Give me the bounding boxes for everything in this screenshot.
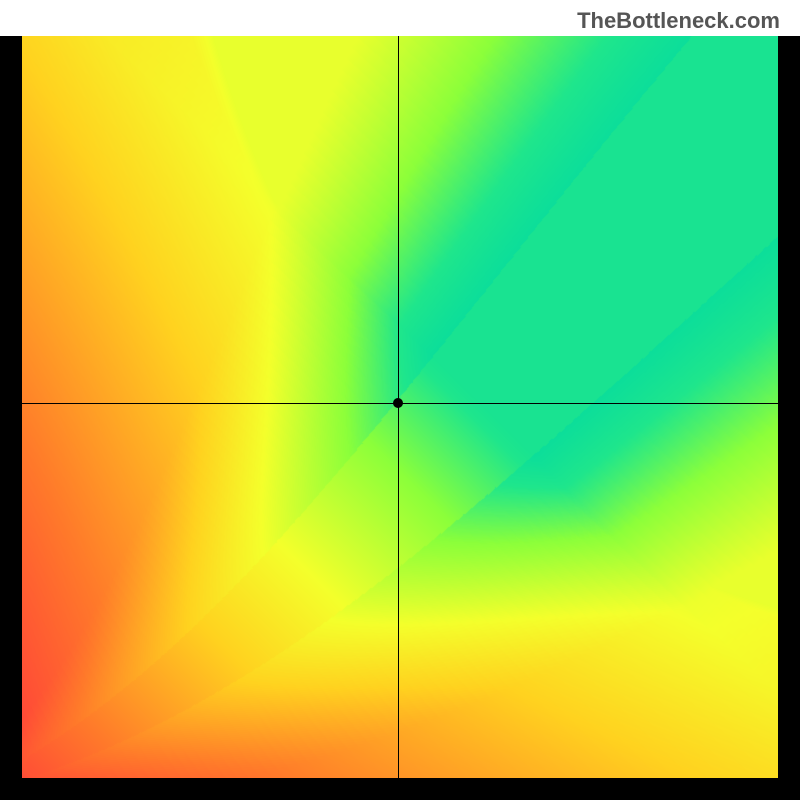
crosshair-marker [393,398,403,408]
frame-border-bottom [0,778,800,800]
watermark-text: TheBottleneck.com [577,8,780,34]
frame-border-right [778,0,800,800]
heatmap-plot [22,36,778,778]
chart-container: TheBottleneck.com [0,0,800,800]
frame-border-left [0,0,22,800]
